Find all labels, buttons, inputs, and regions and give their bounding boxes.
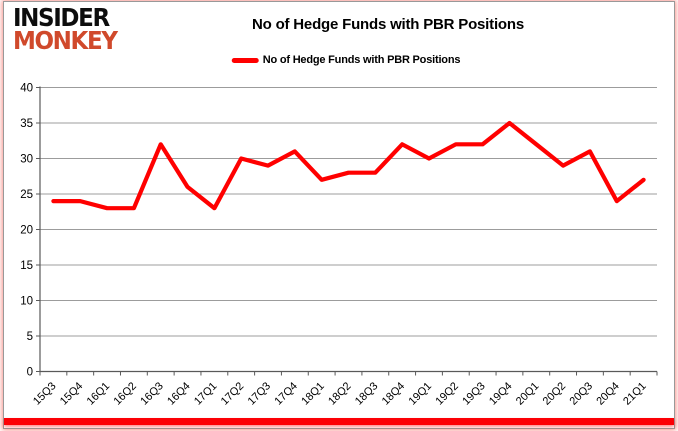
x-tick-label: 15Q4 bbox=[58, 380, 86, 408]
x-tick-label: 20Q2 bbox=[541, 380, 569, 408]
x-tick-label: 16Q2 bbox=[111, 380, 139, 408]
x-tick-label: 18Q4 bbox=[380, 380, 408, 408]
logo-word-monkey: MONKEY bbox=[13, 26, 118, 55]
line-chart: 0 5 10 15 20 25 30 35 40 15Q3 15Q4 16Q1 16Q2 16Q3 16Q4… bbox=[20, 83, 658, 408]
x-tick-label: 19Q1 bbox=[407, 380, 435, 408]
x-tick-label: 18Q3 bbox=[353, 380, 381, 408]
bottom-red-bar bbox=[4, 418, 674, 425]
x-tick-label: 17Q2 bbox=[219, 380, 247, 408]
x-tick-label: 19Q3 bbox=[460, 380, 488, 408]
y-tick-label: 20 bbox=[20, 225, 33, 237]
chart-legend: No of Hedge Funds with PBR Positions bbox=[231, 54, 461, 66]
y-tick-label: 35 bbox=[20, 118, 33, 130]
chart-card: INSIDER MONKEY No of Hedge Funds with PB… bbox=[3, 1, 675, 429]
y-tick-label: 15 bbox=[20, 260, 33, 272]
x-tick-label: 16Q3 bbox=[138, 380, 166, 408]
x-tick-label: 15Q3 bbox=[31, 380, 59, 408]
x-tick-label: 19Q4 bbox=[487, 380, 515, 408]
x-tick-label: 18Q1 bbox=[299, 380, 327, 408]
x-tick-label: 21Q1 bbox=[621, 380, 649, 408]
x-tick-label: 17Q1 bbox=[192, 380, 220, 408]
y-tick-label: 0 bbox=[27, 367, 33, 379]
chart-title: No of Hedge Funds with PBR Positions bbox=[252, 16, 524, 33]
x-tick-label: 20Q4 bbox=[594, 380, 622, 408]
x-tick-label: 20Q1 bbox=[514, 380, 542, 408]
x-tick-label: 17Q4 bbox=[272, 380, 300, 408]
series-line bbox=[51, 120, 646, 211]
y-tick-label: 10 bbox=[20, 296, 33, 308]
legend-label: No of Hedge Funds with PBR Positions bbox=[262, 54, 461, 66]
logo-word-insider: INSIDER bbox=[13, 3, 110, 32]
x-tick-label: 16Q1 bbox=[85, 380, 113, 408]
y-tick-label: 25 bbox=[20, 189, 33, 201]
x-tick-label: 16Q4 bbox=[165, 380, 193, 408]
insider-monkey-logo: INSIDER MONKEY bbox=[13, 3, 118, 55]
x-tick-label: 19Q2 bbox=[433, 380, 461, 408]
legend-line-swatch bbox=[231, 57, 259, 63]
x-tick-label: 20Q3 bbox=[568, 380, 596, 408]
x-tick-label: 17Q3 bbox=[246, 380, 274, 408]
y-tick-label: 40 bbox=[20, 83, 33, 95]
y-tick-label: 30 bbox=[20, 154, 33, 166]
x-tick-label: 18Q2 bbox=[326, 380, 354, 408]
y-tick-label: 5 bbox=[27, 331, 33, 343]
